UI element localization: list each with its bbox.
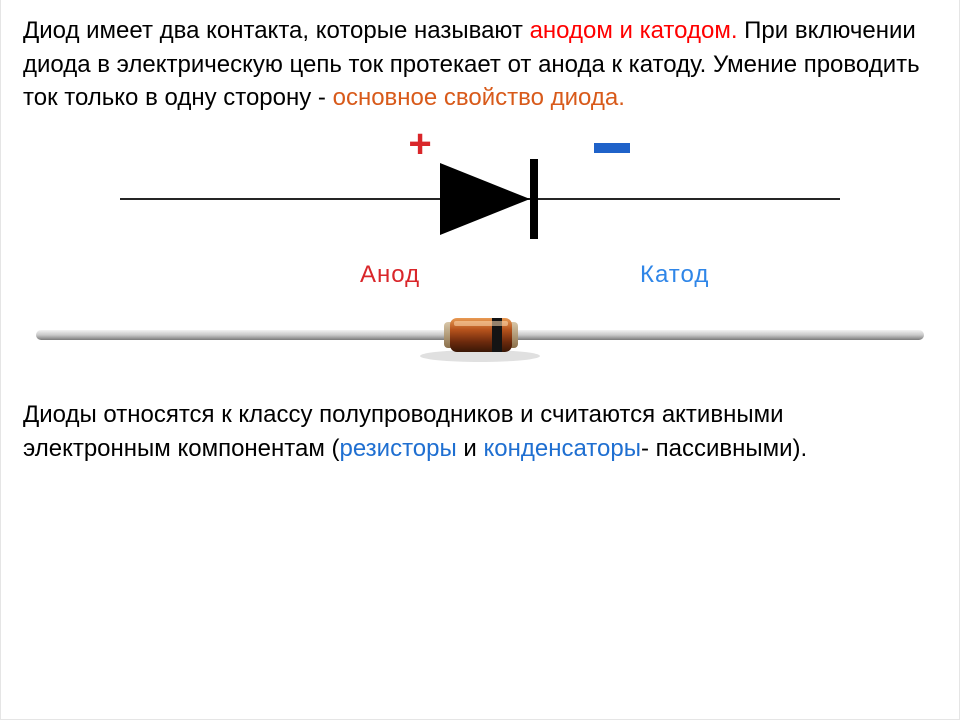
minus-sign — [594, 143, 630, 153]
diode-symbol-diagram: + — [100, 127, 860, 257]
second-paragraph: Диоды относятся к классу полупроводников… — [23, 398, 937, 465]
p1-text-orange: основное свойство диода. — [333, 84, 625, 111]
diode-terminal-labels: Анод Катод — [100, 258, 860, 288]
diode-symbol-svg: + — [100, 127, 860, 247]
p2-text-3: и — [457, 435, 484, 462]
p1-text-red: анодом и катодом. — [530, 17, 738, 44]
lead-left — [36, 330, 450, 340]
cathode-label: Катод — [640, 258, 709, 292]
plus-sign: + — [408, 127, 431, 166]
diode-triangle — [440, 163, 530, 235]
diode-photo — [30, 300, 930, 380]
diode-photo-svg — [30, 300, 930, 370]
anode-label: Анод — [360, 258, 420, 292]
body-highlight — [454, 321, 508, 326]
lead-right — [510, 330, 924, 340]
cathode-bar — [530, 159, 538, 239]
p2-text-5: - пассивными). — [641, 435, 807, 462]
p2-text-blue-2: конденсаторы — [484, 435, 641, 462]
p1-text-1: Диод имеет два контакта, которые называю… — [23, 17, 530, 44]
p2-text-blue-1: резисторы — [340, 435, 457, 462]
intro-paragraph: Диод имеет два контакта, которые называю… — [23, 14, 937, 115]
slide-root: Диод имеет два контакта, которые называю… — [0, 0, 960, 720]
